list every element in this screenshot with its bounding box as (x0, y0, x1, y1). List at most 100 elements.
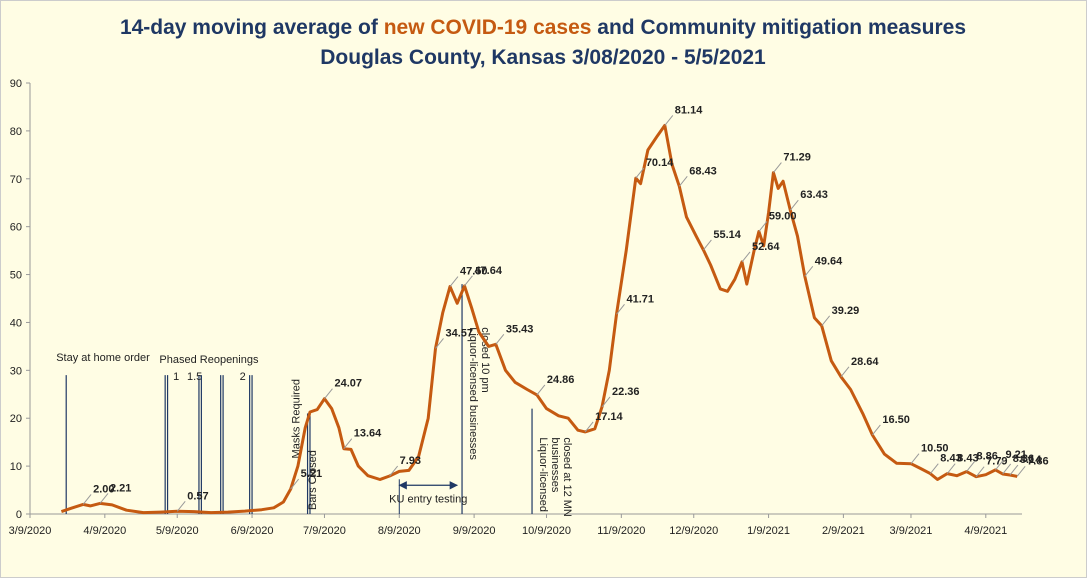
title-highlight: new COVID-19 cases (384, 16, 592, 39)
label-leader (966, 461, 975, 472)
label-leader (343, 438, 353, 449)
y-tick-label: 10 (10, 461, 22, 473)
phased-label: Phased Reopenings (159, 354, 259, 366)
x-tick-label: 3/9/2021 (890, 525, 933, 537)
value-label: 17.14 (595, 411, 623, 423)
label-leader (929, 463, 939, 474)
label-leader (635, 167, 645, 179)
y-tick-label: 30 (10, 365, 22, 377)
series-line (60, 123, 1018, 515)
event-label: 1 (173, 371, 179, 383)
y-tick-label: 60 (10, 222, 22, 234)
value-label: 2.00 (93, 483, 114, 495)
value-label: 16.50 (882, 414, 910, 426)
label-leader (758, 221, 768, 232)
value-label: 59.00 (769, 210, 797, 222)
value-label: 22.36 (612, 386, 640, 398)
label-leader (703, 239, 712, 251)
event-label: Bars Closed (307, 450, 319, 510)
value-label: 70.14 (646, 157, 674, 169)
value-label: 8.43 (940, 453, 961, 465)
y-tick-label: 0 (16, 509, 22, 521)
value-label: 49.64 (815, 255, 843, 267)
x-tick-label: 2/9/2021 (822, 525, 865, 537)
value-label: 7.86 (1027, 455, 1048, 467)
value-label: 28.64 (851, 356, 879, 368)
label-leader (616, 303, 625, 315)
label-leader (601, 396, 611, 408)
label-leader (910, 453, 920, 465)
value-label: 9.21 (1005, 449, 1026, 461)
value-label: 35.43 (506, 323, 534, 335)
y-tick-label: 40 (10, 317, 22, 329)
title-part: and Community mitigation measures (591, 16, 966, 39)
label-leader (741, 251, 751, 263)
value-label: 81.14 (675, 104, 703, 116)
x-tick-label: 9/9/2020 (453, 525, 496, 537)
label-leader (995, 459, 1004, 471)
x-tick-label: 3/9/2020 (9, 525, 52, 537)
label-leader (804, 265, 814, 277)
value-label: 8.43 (957, 453, 978, 465)
event-label: 2 (240, 371, 246, 383)
label-leader (664, 115, 674, 126)
value-label: 34.57 (445, 327, 473, 339)
label-leader (678, 175, 688, 187)
label-leader (1002, 463, 1012, 475)
x-tick-label: 4/9/2021 (964, 525, 1007, 537)
value-label: 7.93 (400, 455, 421, 467)
y-tick-label: 20 (10, 413, 22, 425)
event-label: Liquor-licensed businesses (467, 327, 479, 460)
label-leader (435, 338, 444, 349)
event-label: Stay at home order (56, 352, 150, 364)
chart-subtitle: Douglas County, Kansas 3/08/2020 - 5/5/2… (320, 46, 766, 69)
value-label: 10.50 (921, 443, 949, 455)
label-leader (821, 315, 831, 327)
x-tick-label: 8/9/2020 (378, 525, 421, 537)
value-label: 47.50 (460, 266, 488, 278)
value-label: 52.64 (752, 241, 780, 253)
label-leader (840, 366, 850, 378)
ku-label: KU entry testing (389, 493, 467, 505)
value-label: 68.43 (689, 165, 717, 177)
label-leader (871, 424, 881, 436)
label-leader (82, 494, 92, 505)
value-label: 63.43 (800, 189, 828, 201)
value-label: 55.14 (713, 229, 741, 241)
value-label: 47.64 (474, 265, 502, 277)
label-leader (176, 500, 186, 512)
x-tick-label: 12/9/2020 (669, 525, 718, 537)
label-leader (389, 465, 399, 477)
label-leader (946, 463, 956, 474)
event-label: 1.5 (187, 371, 202, 383)
label-leader (464, 275, 473, 287)
y-tick-label: 80 (10, 126, 22, 138)
x-tick-label: 1/9/2021 (747, 525, 790, 537)
label-leader (290, 478, 300, 490)
label-leader (324, 388, 333, 400)
label-leader (449, 276, 459, 287)
event-label: businesses (549, 437, 561, 493)
label-leader (495, 334, 505, 345)
value-label: 8.86 (976, 451, 997, 463)
label-leader (584, 421, 594, 433)
value-label: 13.64 (354, 428, 382, 440)
event-label: Liquor-licensed (537, 437, 549, 512)
label-leader (536, 384, 546, 396)
value-label: 41.71 (627, 293, 655, 305)
value-label: 39.29 (832, 305, 860, 317)
value-label: 24.07 (334, 378, 362, 390)
value-label: 0.57 (187, 490, 208, 502)
label-leader (773, 162, 782, 173)
label-leader (975, 466, 985, 478)
label-leader (99, 493, 109, 504)
y-tick-label: 90 (10, 78, 22, 90)
x-tick-label: 6/9/2020 (231, 525, 274, 537)
y-tick-label: 70 (10, 174, 22, 186)
value-label: 8.36 (1013, 453, 1034, 465)
value-label: 71.29 (783, 152, 811, 164)
title-part: 14-day moving average of (120, 16, 384, 39)
x-tick-label: 10/9/2020 (522, 525, 571, 537)
